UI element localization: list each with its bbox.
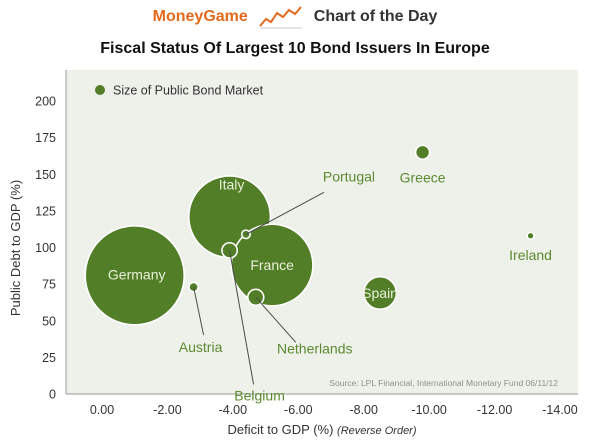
bubble-label-belgium: Belgium [234,387,285,403]
x-tick-label: -12.00 [477,403,512,417]
x-axis-label-note: (Reverse Order) [337,425,417,437]
x-tick-label: -2.00 [153,403,182,417]
bubble-label-greece: Greece [400,169,446,185]
y-tick-label: 75 [42,278,56,292]
legend-swatch [95,85,105,95]
bubble-spain [363,275,398,310]
leader-belgium [229,250,255,385]
bubble-label-ireland: Ireland [509,247,552,263]
y-tick-label: 175 [35,131,56,145]
bubble-label-austria: Austria [179,339,223,355]
x-tick-label: -8.00 [349,403,378,417]
bubble-germany [84,225,186,326]
x-axis-label: Deficit to GDP (%) (Reverse Order) [227,422,416,437]
y-tick-label: 25 [42,351,56,365]
x-tick-label: -6.00 [284,403,313,417]
header: MoneyGame Chart of the Day [0,0,590,34]
x-axis-label-main: Deficit to GDP (%) [227,422,337,437]
y-axis-label: Public Debt to GDP (%) [8,180,23,316]
leader-austria [193,286,205,336]
x-tick-label: -10.00 [411,403,446,417]
bubble-greece [414,144,431,161]
legend-label: Size of Public Bond Market [113,84,264,98]
rising-line-chart-icon [259,6,302,29]
brand-name: MoneyGame [152,8,248,25]
y-tick-label: 125 [35,204,56,218]
source-note: Source: LPL Financial, International Mon… [329,378,558,388]
bubble-label-portugal: Portugal [323,168,375,184]
bubble-label-spain: Spain [362,285,398,301]
bubble-label-italy: Italy [219,177,245,193]
bubble-label-netherlands: Netherlands [277,340,353,356]
y-tick-label: 150 [35,168,56,182]
leader-portugal [245,191,325,235]
bubble-label-france: France [250,257,294,273]
x-tick-label: 0.00 [90,403,114,417]
y-tick-label: 200 [35,95,56,109]
y-tick-label: 100 [35,241,56,255]
chart-title: Fiscal Status Of Largest 10 Bond Issuers… [100,40,490,57]
bubble-label-germany: Germany [108,266,166,282]
x-tick-label: -4.00 [219,403,248,417]
y-tick-label: 0 [49,388,56,402]
bubble-france [230,223,314,307]
leader-netherlands [255,296,297,343]
x-tick-label: -14.00 [542,403,577,417]
y-tick-label: 50 [42,314,56,328]
bubble-ireland [526,231,535,241]
tagline: Chart of the Day [313,8,438,25]
